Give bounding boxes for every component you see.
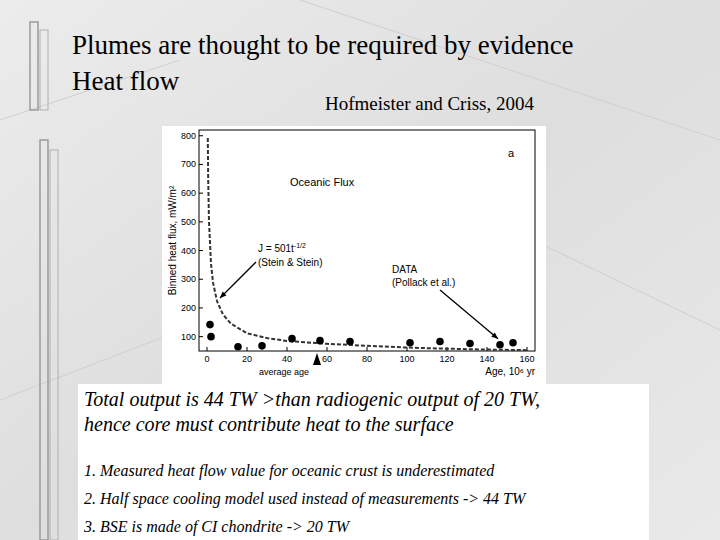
- average-age-marker: [313, 353, 321, 365]
- data-point: [316, 337, 324, 345]
- data-point: [258, 342, 266, 350]
- x-tick-label: 120: [439, 354, 454, 364]
- model-curve: [208, 138, 527, 350]
- x-tick-label: 0: [204, 354, 209, 364]
- x-tick-label: 140: [479, 354, 494, 364]
- chart-panel: [162, 126, 546, 388]
- arrow: [220, 262, 256, 298]
- data-point: [346, 338, 354, 346]
- x-tick-label: 60: [322, 354, 332, 364]
- series-label: DATA: [392, 264, 418, 275]
- title: Plumes are thought to be required by evi…: [72, 30, 574, 60]
- data-point: [288, 335, 296, 343]
- slide: Plumes are thought to be required by evi…: [0, 0, 720, 540]
- data-point: [496, 341, 504, 349]
- x-tick-label: 40: [282, 354, 292, 364]
- point: 2. Half space cooling model used instead…: [84, 490, 527, 508]
- data-point: [436, 338, 444, 346]
- y-tick-label: 500: [181, 217, 196, 227]
- point: 1. Measured heat flow value for oceanic …: [84, 462, 495, 480]
- y-tick: [199, 250, 203, 251]
- title: Heat flow: [72, 66, 180, 96]
- summary: hence core must contribute heat to the s…: [84, 413, 454, 436]
- y-tick: [199, 221, 203, 222]
- x-axis-label: Age, 10⁶ yr: [485, 366, 535, 377]
- y-tick-label: 300: [181, 274, 196, 284]
- decor-bar: [40, 140, 48, 540]
- y-tick-label: 200: [181, 303, 196, 313]
- y-tick-label: 800: [181, 131, 196, 141]
- arrow: [440, 290, 498, 339]
- annotation: average age: [259, 367, 309, 377]
- x-tick: [287, 347, 288, 351]
- citation: Hofmeister and Criss, 2004: [325, 93, 534, 114]
- y-tick: [199, 279, 203, 280]
- data-point: [207, 333, 215, 341]
- superscript: -1/2: [294, 242, 306, 249]
- arrow-head: [220, 292, 226, 298]
- x-tick: [367, 347, 368, 351]
- y-tick: [199, 164, 203, 165]
- summary: Total output is 44 TW >than radiogenic o…: [84, 388, 540, 411]
- y-tick: [199, 307, 203, 308]
- series-label: J = 501t-1/2: [258, 242, 306, 254]
- x-tick: [327, 347, 328, 351]
- series-name: (Stein & Stein): [258, 257, 322, 268]
- data-point: [406, 339, 414, 347]
- y-tick-label: 100: [181, 332, 196, 342]
- data-point: [509, 339, 517, 347]
- point: 3. BSE is made of CI chondrite -> 20 TW: [83, 518, 351, 536]
- decor-bar: [40, 30, 48, 110]
- x-tick: [207, 347, 208, 351]
- text-box: [78, 384, 649, 540]
- decor-bar: [50, 150, 58, 540]
- series-name: (Pollack et al.): [392, 277, 455, 288]
- texture: [0, 60, 180, 120]
- background: [0, 0, 720, 540]
- arrow-head: [491, 332, 498, 338]
- x-tick: [247, 347, 248, 351]
- x-tick-label: 20: [242, 354, 252, 364]
- y-tick: [199, 193, 203, 194]
- decor-bar: [30, 22, 38, 110]
- y-tick-label: 600: [181, 188, 196, 198]
- data-point: [466, 340, 474, 348]
- chart-title: Oceanic Flux: [290, 176, 355, 188]
- y-axis-label: Binned heat flux, mW/m²: [167, 185, 178, 295]
- y-tick: [199, 336, 203, 337]
- plot-frame: [199, 130, 535, 351]
- x-tick-label: 100: [399, 354, 414, 364]
- data-point: [234, 343, 242, 351]
- y-tick-label: 400: [181, 246, 196, 256]
- data-point: [206, 321, 214, 329]
- texture: [300, 0, 720, 140]
- y-tick-label: 700: [181, 159, 196, 169]
- y-tick: [199, 135, 203, 136]
- x-tick-label: 160: [519, 354, 534, 364]
- plot-data: [206, 138, 527, 350]
- panel-label: a: [508, 147, 515, 159]
- series-label-text: J = 501t: [258, 243, 294, 254]
- x-tick-label: 80: [362, 354, 372, 364]
